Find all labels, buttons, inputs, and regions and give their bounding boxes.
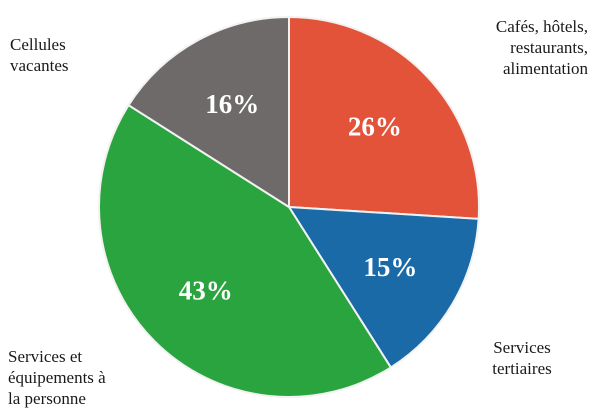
pie-slice-cafes-hotels-restaurants-alimentation [288,15,480,220]
pie-value-label-cellules-vacantes: 16% [205,89,259,119]
category-label-services-equipements: Services et équipements à la personne [8,347,106,408]
pie-value-label-cafes-hotels-restaurants-alimentation: 26% [348,111,402,141]
pie-slice-services-tertiaires [287,205,480,369]
pie-value-labels: 26% 15% 43% 16% [179,89,418,306]
category-label-services-tertiaires: Services tertiaires [492,338,552,378]
pie-slices [98,15,480,398]
pie-slice-services-et-equipements-a-la-personne [98,103,393,398]
pie-value-label-services-tertiaires: 15% [363,252,417,282]
category-label-cellules-vacantes: Cellules vacantes [10,35,69,75]
pie-value-label-services-et-equipements-a-la-personne: 43% [179,275,233,305]
pie-slice-cellules-vacantes [127,15,290,209]
category-label-cafes-hotels: Cafés, hôtels, restaurants, alimentation [495,17,588,78]
